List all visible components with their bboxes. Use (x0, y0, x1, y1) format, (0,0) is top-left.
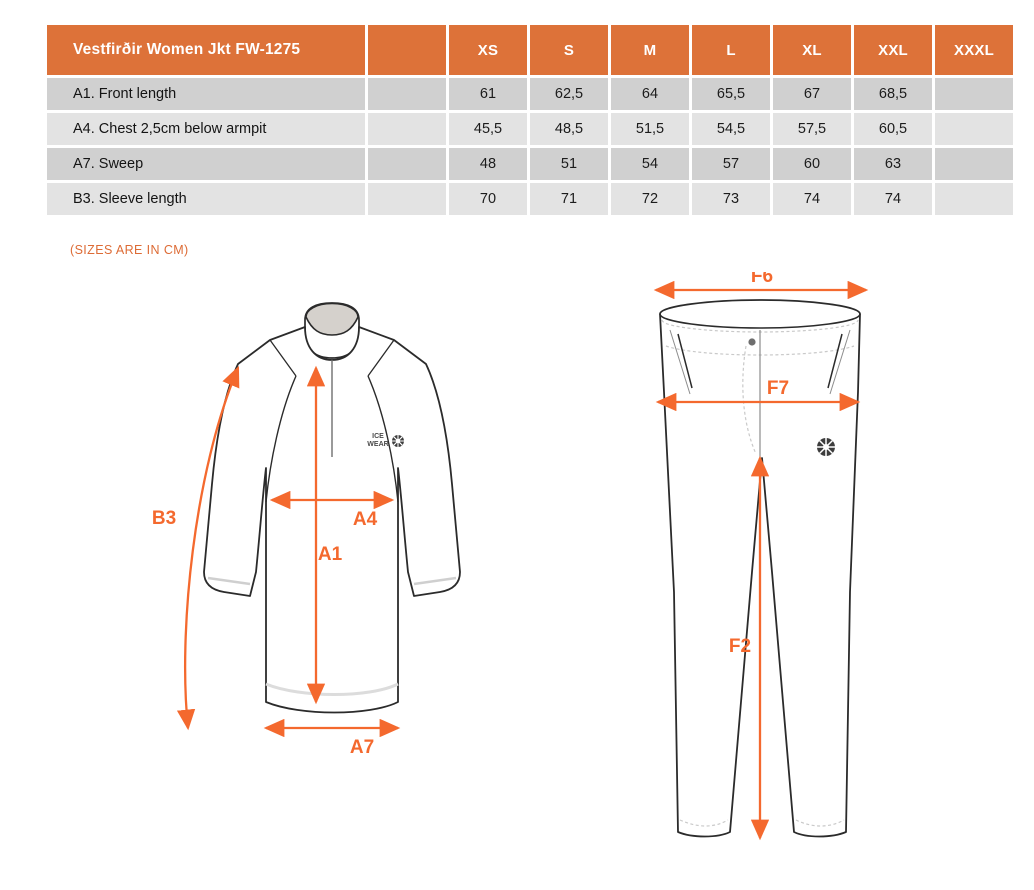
cell-value: 57,5 (773, 113, 851, 145)
sizes-unit-note: (SIZES ARE IN CM) (70, 243, 189, 257)
measure-a4-label: A4 (353, 509, 378, 530)
svg-text:WEAR: WEAR (367, 441, 388, 448)
measure-a7-label: A7 (350, 737, 374, 758)
measure-b3-label: B3 (152, 508, 176, 529)
measure-b3: B3 (152, 365, 240, 731)
cell-value: 63 (854, 148, 932, 180)
ice-wear-logo: ICE WEAR (367, 433, 404, 448)
cell-value (935, 183, 1013, 215)
table-row: B3. Sleeve length 70 71 72 73 74 74 (47, 183, 1013, 215)
measure-f7-label: F7 (767, 378, 789, 399)
header-spacer-cell (368, 25, 446, 75)
cell-value: 68,5 (854, 78, 932, 110)
cell-value (935, 148, 1013, 180)
row-spacer-cell (368, 113, 446, 145)
size-header-l: L (692, 25, 770, 75)
diagram-area: ICE WEAR B3 A4 A1 A7 (0, 272, 1034, 890)
size-header-xxxl: XXXL (935, 25, 1013, 75)
svg-text:ICE: ICE (372, 433, 384, 440)
measure-f2: F2 (729, 455, 770, 841)
jacket-body (203, 326, 461, 714)
product-title: Vestfirðir Women Jkt FW-1275 (47, 25, 365, 75)
cell-value: 48,5 (530, 113, 608, 145)
size-header-xs: XS (449, 25, 527, 75)
measure-f6: F6 (653, 272, 869, 300)
cell-value: 54,5 (692, 113, 770, 145)
table-row: A4. Chest 2,5cm below armpit 45,5 48,5 5… (47, 113, 1013, 145)
cell-value: 57 (692, 148, 770, 180)
cell-value: 54 (611, 148, 689, 180)
measure-a1-label: A1 (318, 544, 343, 565)
cell-value: 51 (530, 148, 608, 180)
table-row: A7. Sweep 48 51 54 57 60 63 (47, 148, 1013, 180)
measure-f2-label: F2 (729, 636, 751, 657)
cell-value: 45,5 (449, 113, 527, 145)
table-header-row: Vestfirðir Women Jkt FW-1275 XS S M L XL… (47, 25, 1013, 75)
snowflake-icon (817, 438, 835, 456)
cell-value: 67 (773, 78, 851, 110)
pants-diagram: F6 F7 F2 (653, 272, 869, 841)
measurement-label: A1. Front length (47, 78, 365, 110)
measure-a1: A1 (306, 365, 343, 705)
size-header-m: M (611, 25, 689, 75)
cell-value: 73 (692, 183, 770, 215)
row-spacer-cell (368, 78, 446, 110)
measure-f6-label: F6 (751, 272, 773, 287)
cell-value: 64 (611, 78, 689, 110)
cell-value: 60 (773, 148, 851, 180)
size-header-xxl: XXL (854, 25, 932, 75)
cell-value: 61 (449, 78, 527, 110)
cell-value: 74 (773, 183, 851, 215)
measurement-label: A4. Chest 2,5cm below armpit (47, 113, 365, 145)
cell-value: 71 (530, 183, 608, 215)
jacket-diagram: ICE WEAR B3 A4 A1 A7 (152, 302, 461, 758)
cell-value (935, 78, 1013, 110)
cell-value: 48 (449, 148, 527, 180)
table-row: A1. Front length 61 62,5 64 65,5 67 68,5 (47, 78, 1013, 110)
size-header-xl: XL (773, 25, 851, 75)
row-spacer-cell (368, 183, 446, 215)
measure-a7: A7 (263, 718, 401, 758)
cell-value: 70 (449, 183, 527, 215)
cell-value: 65,5 (692, 78, 770, 110)
measurement-label: B3. Sleeve length (47, 183, 365, 215)
cell-value: 72 (611, 183, 689, 215)
cell-value: 60,5 (854, 113, 932, 145)
jacket-collar (304, 302, 360, 359)
row-spacer-cell (368, 148, 446, 180)
measure-a4: A4 (269, 490, 395, 530)
cell-value: 62,5 (530, 78, 608, 110)
measurement-label: A7. Sweep (47, 148, 365, 180)
size-chart-table: Vestfirðir Women Jkt FW-1275 XS S M L XL… (44, 22, 1016, 218)
size-header-s: S (530, 25, 608, 75)
cell-value (935, 113, 1013, 145)
cell-value: 51,5 (611, 113, 689, 145)
cell-value: 74 (854, 183, 932, 215)
measure-f7: F7 (655, 378, 861, 412)
